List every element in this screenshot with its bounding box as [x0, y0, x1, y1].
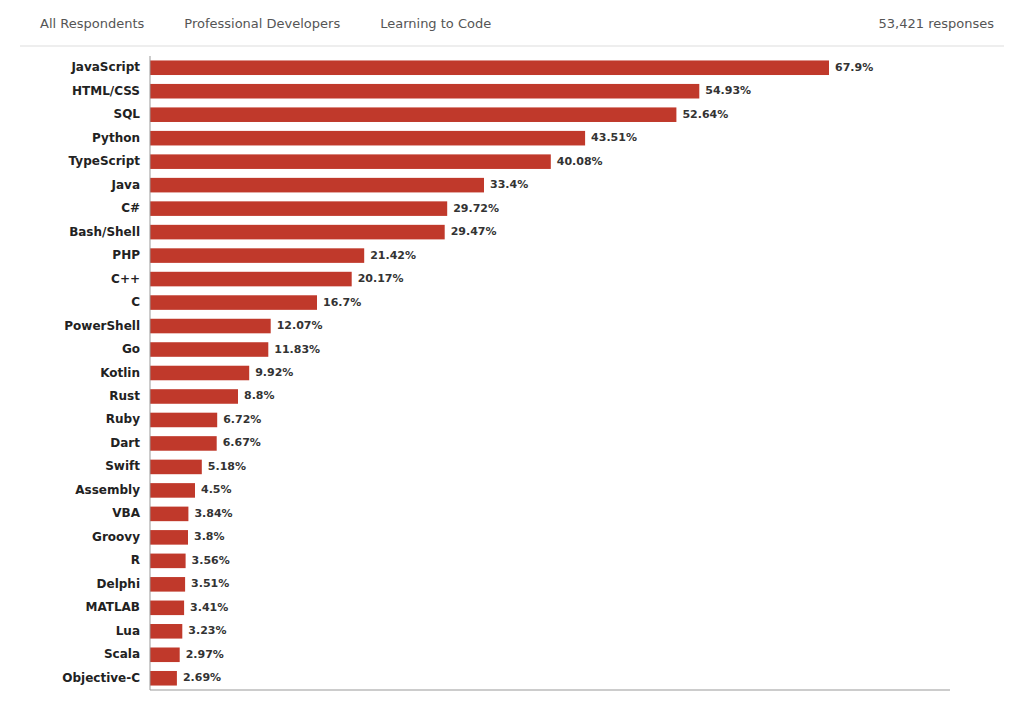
category-label: Groovy: [92, 530, 140, 544]
value-label: 20.17%: [358, 272, 404, 285]
value-label: 54.93%: [705, 84, 751, 97]
bar: [150, 319, 271, 334]
value-label: 3.56%: [192, 554, 230, 567]
bar: [150, 413, 217, 428]
bar: [150, 272, 352, 287]
value-label: 2.69%: [183, 671, 221, 684]
value-label: 3.8%: [194, 530, 225, 543]
category-label: Assembly: [75, 483, 140, 497]
category-label: Dart: [110, 436, 140, 450]
category-label: VBA: [112, 506, 140, 520]
bar: [150, 624, 182, 639]
value-label: 2.97%: [186, 648, 224, 661]
bar: [150, 389, 238, 404]
y-axis: [150, 56, 151, 690]
category-label: Bash/Shell: [69, 225, 140, 239]
bar: [150, 342, 268, 357]
value-label: 67.9%: [835, 61, 873, 74]
bar: [150, 178, 484, 193]
category-label: Lua: [116, 624, 140, 638]
labels: JavaScript 67.9% HTML/CSS 54.93% SQL 52.64% Py…: [62, 60, 873, 685]
bar: [150, 601, 184, 616]
header-text: Learning to Code: [380, 16, 491, 31]
value-label: 52.64%: [682, 108, 728, 121]
bar: [150, 248, 364, 263]
category-label: TypeScript: [69, 154, 141, 168]
category-label: C: [131, 295, 140, 309]
category-label: JavaScript: [70, 60, 140, 74]
value-label: 3.51%: [191, 577, 229, 590]
value-label: 5.18%: [208, 460, 246, 473]
bar: [150, 671, 177, 686]
value-label: 29.72%: [453, 202, 499, 215]
bar: [150, 483, 195, 498]
value-label: 6.72%: [223, 413, 261, 426]
category-label: PHP: [112, 248, 140, 262]
header-text: All Respondents: [40, 16, 145, 31]
bar: [150, 225, 445, 240]
value-label: 40.08%: [557, 155, 603, 168]
value-label: 3.23%: [188, 624, 226, 637]
bar: [150, 295, 317, 310]
category-label: C#: [121, 201, 140, 215]
value-label: 33.4%: [490, 178, 528, 191]
header-text: Professional Developers: [184, 16, 340, 31]
category-label: SQL: [114, 107, 141, 121]
value-label: 21.42%: [370, 249, 416, 262]
category-label: Delphi: [97, 577, 140, 591]
bars: [150, 60, 829, 685]
category-label: Python: [92, 131, 140, 145]
category-label: R: [131, 553, 140, 567]
category-label: PowerShell: [64, 319, 140, 333]
bar: [150, 530, 188, 545]
category-label: C++: [111, 272, 140, 286]
value-label: 12.07%: [277, 319, 323, 332]
bar: [150, 154, 551, 169]
header-text: 53,421 responses: [879, 16, 995, 31]
bar: [150, 131, 585, 146]
category-label: Objective-C: [62, 671, 140, 685]
bar: [150, 507, 188, 522]
bar: [150, 436, 217, 451]
bar: [150, 577, 185, 592]
header-rule: [20, 46, 1004, 47]
bar: [150, 201, 447, 216]
value-label: 9.92%: [255, 366, 293, 379]
value-label: 29.47%: [451, 225, 497, 238]
category-label: Kotlin: [100, 366, 140, 380]
value-label: 16.7%: [323, 296, 361, 309]
bar: [150, 366, 249, 381]
category-label: Scala: [104, 647, 140, 661]
value-label: 8.8%: [244, 389, 275, 402]
chart: All Respondents Professional Developers Le…: [0, 0, 1024, 703]
x-axis: [150, 690, 950, 691]
category-label: Ruby: [106, 412, 140, 426]
value-label: 3.84%: [194, 507, 232, 520]
bar: [150, 84, 699, 99]
category-label: Java: [111, 178, 140, 192]
category-label: Go: [122, 342, 140, 356]
category-label: MATLAB: [85, 600, 140, 614]
bar: [150, 460, 202, 475]
category-label: Rust: [109, 389, 140, 403]
value-label: 43.51%: [591, 131, 637, 144]
value-label: 4.5%: [201, 483, 232, 496]
value-label: 6.67%: [223, 436, 261, 449]
value-label: 3.41%: [190, 601, 228, 614]
category-label: Swift: [105, 459, 140, 473]
bar: [150, 60, 829, 75]
bar: [150, 647, 180, 662]
header: All Respondents Professional Developers Le…: [40, 16, 994, 31]
value-label: 11.83%: [274, 343, 320, 356]
bar: [150, 554, 186, 569]
category-label: HTML/CSS: [72, 84, 140, 98]
bar: [150, 107, 676, 122]
